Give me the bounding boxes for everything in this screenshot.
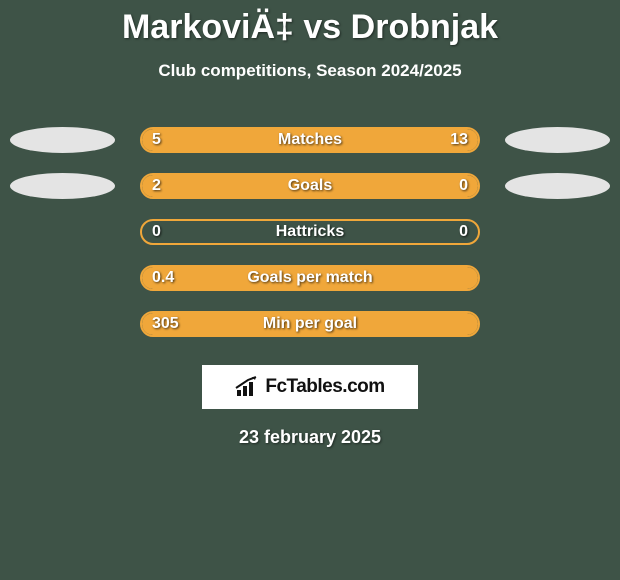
date-label: 23 february 2025 (0, 427, 620, 448)
stat-value-right: 0 (459, 223, 468, 241)
stat-row: 0Hattricks0 (0, 209, 620, 255)
stat-label: Goals per match (142, 269, 478, 287)
stat-bar: 305Min per goal (140, 311, 480, 337)
logo-text: FcTables.com (265, 376, 384, 398)
stat-label: Hattricks (142, 223, 478, 241)
stats-container: 5Matches132Goals00Hattricks00.4Goals per… (0, 117, 620, 347)
left-team-ellipse (10, 173, 115, 199)
stat-row: 305Min per goal (0, 301, 620, 347)
stat-row: 5Matches13 (0, 117, 620, 163)
stat-bar: 2Goals0 (140, 173, 480, 199)
stat-bar: 0Hattricks0 (140, 219, 480, 245)
stat-label: Goals (142, 177, 478, 195)
subtitle: Club competitions, Season 2024/2025 (0, 61, 620, 81)
right-team-ellipse (505, 173, 610, 199)
stat-bar: 5Matches13 (140, 127, 480, 153)
stat-bar: 0.4Goals per match (140, 265, 480, 291)
left-team-ellipse (10, 127, 115, 153)
page-title: MarkoviÄ‡ vs Drobnjak (0, 0, 620, 47)
stat-label: Min per goal (142, 315, 478, 333)
stat-value-right: 0 (459, 177, 468, 195)
stat-row: 2Goals0 (0, 163, 620, 209)
bar-chart-icon (235, 376, 259, 398)
stat-row: 0.4Goals per match (0, 255, 620, 301)
right-team-ellipse (505, 127, 610, 153)
logo-box: FcTables.com (202, 365, 418, 409)
stat-value-right: 13 (450, 131, 468, 149)
stat-label: Matches (142, 131, 478, 149)
